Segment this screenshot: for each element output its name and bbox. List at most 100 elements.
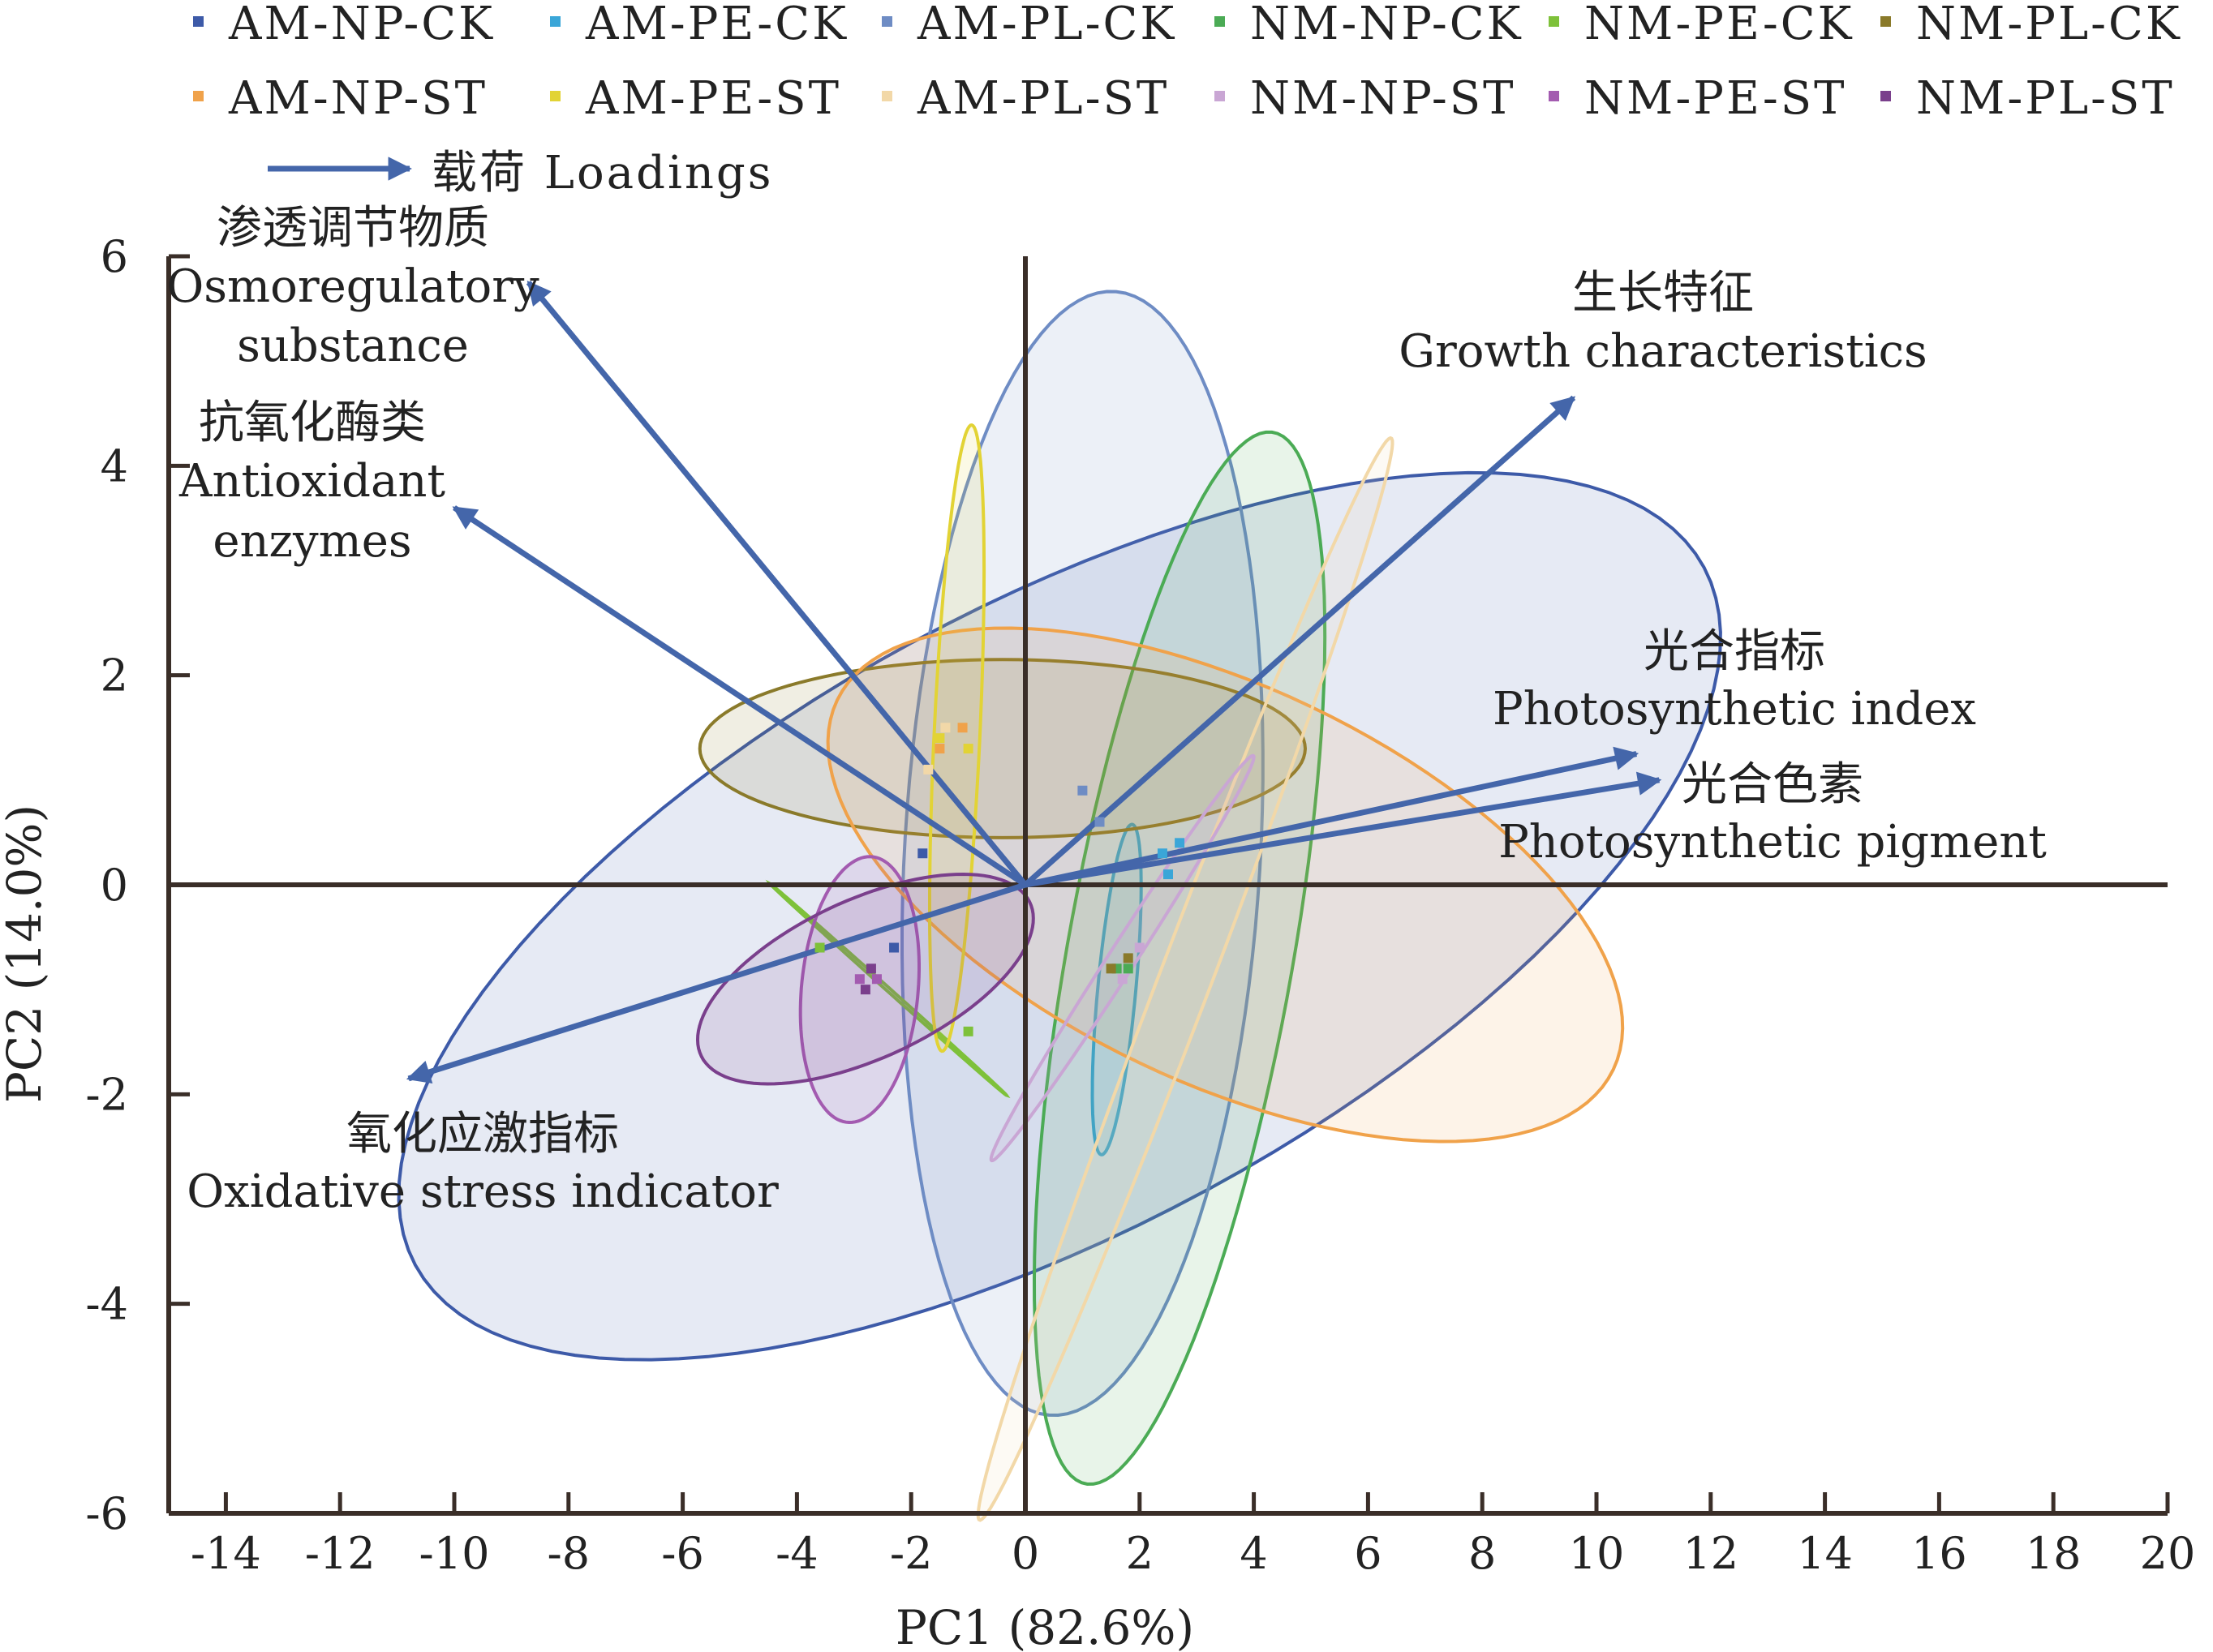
- legend-label-nm-pl-st: NM-PL-ST: [1916, 72, 2175, 125]
- confidence-ellipses: [397, 290, 1722, 1522]
- y-tick-label: -2: [85, 1069, 128, 1120]
- legend-swatch-nm-pe-ck: [1549, 16, 1559, 27]
- point-nm-pl-ck: [1106, 963, 1116, 974]
- point-nm-np-ck: [1123, 963, 1133, 974]
- y-tick-label: 0: [101, 860, 128, 911]
- point-nm-pe-ck: [963, 1026, 973, 1036]
- legend-label-nm-pe-ck: NM-PE-CK: [1584, 0, 1854, 50]
- point-am-pe-ck: [1175, 838, 1185, 848]
- legend-label-am-pl-st: AM-PL-ST: [917, 72, 1169, 125]
- loading-arrow-2: [1023, 395, 1576, 887]
- ellipse-nm-pl-st: [695, 872, 1035, 1086]
- point-am-pe-st: [963, 744, 973, 754]
- loading-label-4-0: 光合色素: [1682, 758, 1863, 811]
- loading-label-5-0: 氧化应激指标: [346, 1108, 619, 1161]
- point-am-pl-st: [923, 764, 934, 775]
- point-am-pe-ck: [1157, 848, 1167, 859]
- loading-arrow-3: [1025, 746, 1639, 888]
- point-am-pl-st: [940, 723, 951, 733]
- x-tick-label: -14: [191, 1528, 261, 1579]
- loading-arrow-4: [1025, 771, 1662, 888]
- loading-label-1-1: Antioxidant: [178, 455, 445, 508]
- ellipse-am-pl-ck: [900, 290, 1265, 1418]
- axes: -14 -12 -10 -8 -6 -4 -2 0 2 4 6 8 10 12 14 16 18 20-6-4-2…: [85, 231, 2195, 1579]
- y-tick-label: 2: [101, 650, 128, 702]
- legend-swatch-nm-np-ck: [1214, 16, 1225, 27]
- point-nm-pe-ck: [814, 942, 825, 953]
- x-tick-label: -2: [890, 1528, 933, 1579]
- legend-swatch-am-pe-st: [550, 91, 561, 101]
- loading-label-1-2: enzymes: [213, 515, 411, 568]
- point-am-np-ck: [889, 942, 900, 953]
- legend-label-nm-np-st: NM-NP-ST: [1250, 72, 1516, 125]
- ellipse-am-pl-st: [976, 436, 1394, 1522]
- x-tick-label: 0: [1012, 1528, 1039, 1579]
- legend-label-am-pe-st: AM-PE-ST: [585, 72, 841, 125]
- x-tick-label: 4: [1240, 1528, 1267, 1579]
- point-nm-pl-st: [866, 963, 876, 974]
- x-tick-label: 12: [1682, 1528, 1738, 1579]
- loading-label-4-1: Photosynthetic pigment: [1498, 816, 2047, 869]
- point-am-pl-ck: [1094, 817, 1105, 827]
- legend-label-am-np-ck: AM-NP-CK: [228, 0, 495, 50]
- legend-swatch-nm-pe-st: [1549, 91, 1559, 101]
- x-tick-label: 16: [1911, 1528, 1967, 1579]
- x-tick-label: -10: [419, 1528, 490, 1579]
- loading-label-0-2: substance: [237, 320, 469, 372]
- loading-label-0-1: Osmoregulatory: [166, 260, 539, 313]
- x-tick-label: -12: [305, 1528, 376, 1579]
- loading-label-5-1: Oxidative stress indicator: [187, 1165, 779, 1218]
- loading-arrows: [406, 281, 1662, 1084]
- y-tick-label: 4: [101, 440, 128, 491]
- x-tick-label: 8: [1468, 1528, 1496, 1579]
- x-tick-label: -8: [547, 1528, 590, 1579]
- point-am-np-st: [935, 744, 945, 754]
- x-tick-label: 18: [2026, 1528, 2082, 1579]
- point-nm-pe-st: [871, 974, 882, 985]
- ellipse-am-np-ck: [397, 470, 1722, 1362]
- x-tick-label: 20: [2140, 1528, 2196, 1579]
- x-tick-label: 6: [1354, 1528, 1382, 1579]
- x-tick-label: 10: [1569, 1528, 1625, 1579]
- point-am-pl-ck: [1077, 785, 1088, 796]
- legend-swatch-nm-np-st: [1214, 91, 1225, 101]
- point-nm-np-st: [1117, 974, 1128, 985]
- legend-loadings: 载荷 Loadings: [268, 147, 774, 200]
- legend: AM-NP-CK AM-PE-CK AM-PL-CK NM-NP-CK NM-PE-CK…: [193, 0, 2182, 125]
- x-tick-label: -4: [776, 1528, 819, 1579]
- legend-swatch-am-pe-ck: [550, 16, 561, 27]
- y-tick-label: -6: [85, 1488, 128, 1539]
- loadings-legend-label: 载荷 Loadings: [432, 147, 774, 200]
- loading-label-0-0: 渗透调节物质: [217, 202, 489, 255]
- loading-label-2-1: Growth characteristics: [1399, 325, 1927, 378]
- x-axis-label: PC1 (82.6%): [896, 1600, 1194, 1652]
- legend-label-am-pe-ck: AM-PE-CK: [585, 0, 849, 50]
- legend-swatch-am-pl-ck: [882, 16, 892, 27]
- loading-arrow-1: [452, 505, 1027, 887]
- x-tick-label: 2: [1126, 1528, 1154, 1579]
- point-nm-pe-st: [854, 974, 865, 985]
- point-am-np-ck: [917, 848, 928, 859]
- y-axis-label: PC2 (14.0%): [0, 805, 52, 1103]
- point-nm-np-st: [1134, 942, 1145, 953]
- legend-swatch-am-np-ck: [193, 16, 204, 27]
- x-tick-label: -6: [661, 1528, 704, 1579]
- point-am-pe-st: [935, 733, 945, 744]
- legend-label-nm-pl-ck: NM-PL-CK: [1916, 0, 2182, 50]
- loading-arrow-0: [526, 281, 1028, 887]
- sample-points: [814, 723, 1185, 1036]
- point-am-pe-ck: [1163, 869, 1173, 880]
- legend-swatch-am-np-st: [193, 91, 204, 101]
- loading-label-1-0: 抗氧化酶类: [199, 397, 426, 449]
- legend-label-nm-np-ck: NM-NP-CK: [1250, 0, 1523, 50]
- point-nm-pl-ck: [1123, 953, 1133, 963]
- ellipse-nm-np-ck: [1032, 430, 1327, 1487]
- loading-label-3-0: 光合指标: [1644, 625, 1825, 678]
- legend-label-am-pl-ck: AM-PL-CK: [917, 0, 1176, 50]
- ellipse-am-pe-st: [928, 423, 986, 1053]
- legend-swatch-nm-pl-ck: [1880, 16, 1891, 27]
- legend-label-nm-pe-st: NM-PE-ST: [1584, 72, 1847, 125]
- y-tick-label: 6: [101, 231, 128, 282]
